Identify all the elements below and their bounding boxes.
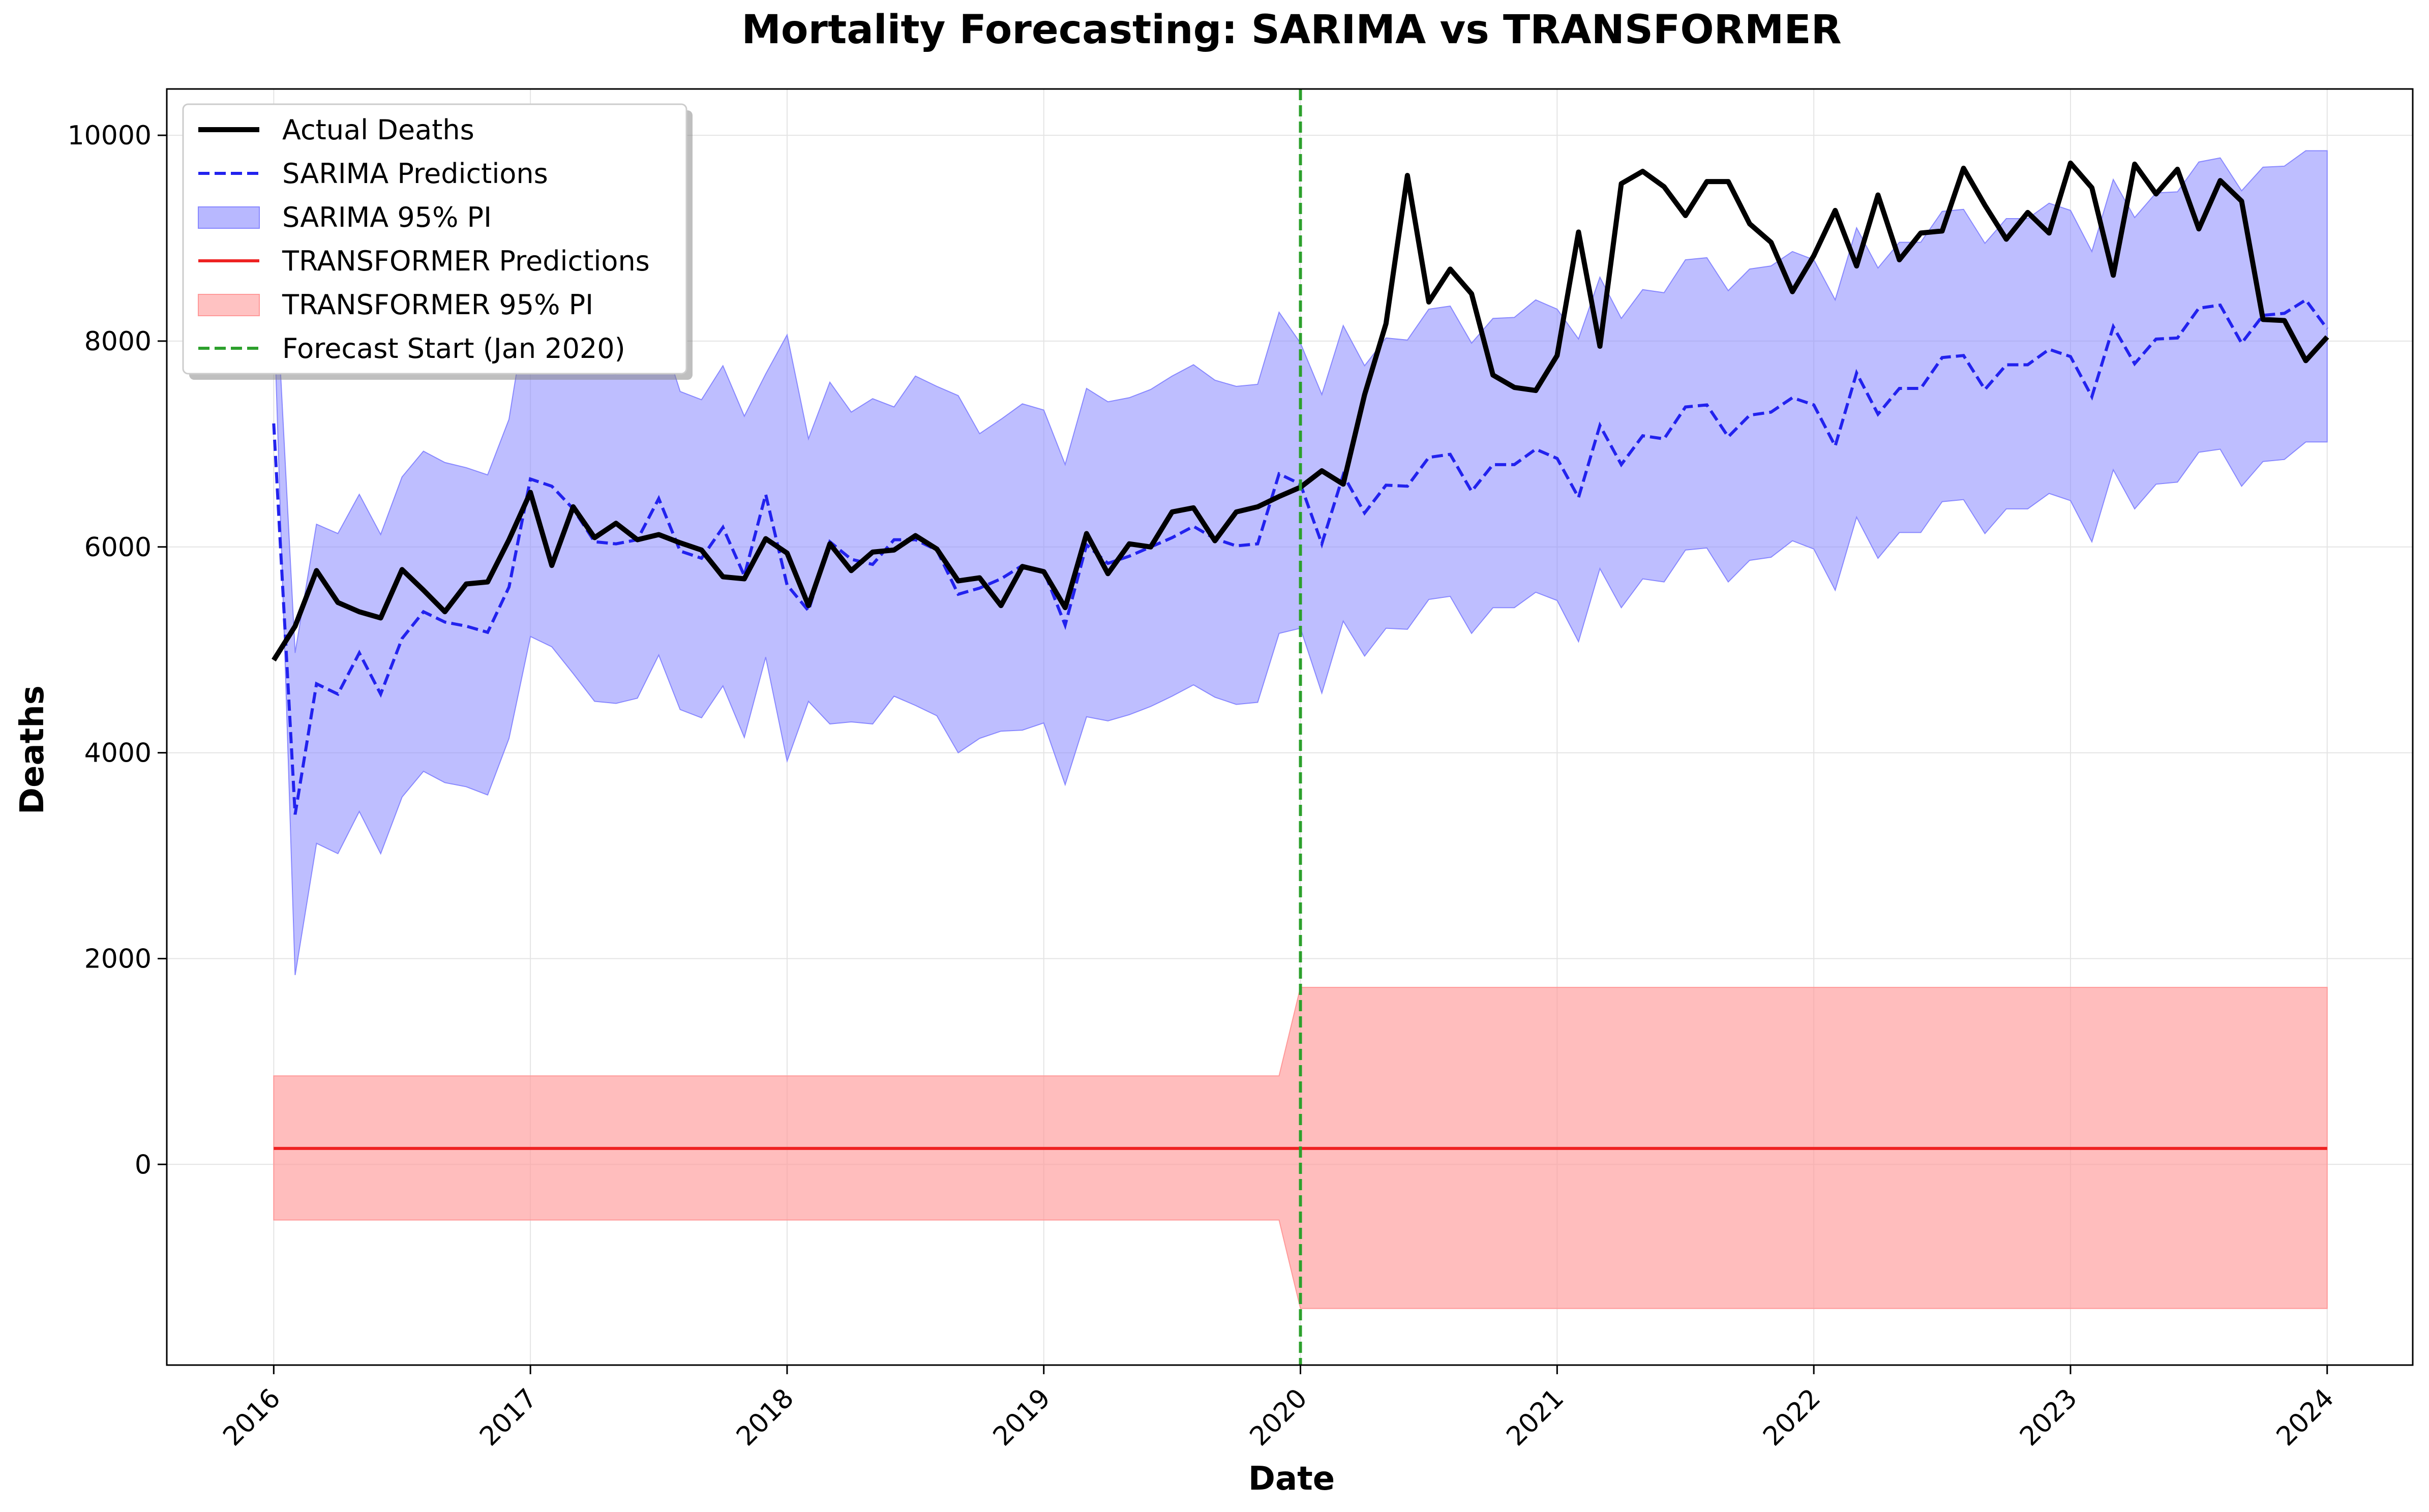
y-axis-label: Deaths — [14, 685, 51, 814]
chart-title: Mortality Forecasting: SARIMA vs TRANSFO… — [741, 7, 1841, 53]
legend-box — [182, 103, 687, 375]
y-tick-label: 6000 — [84, 532, 152, 563]
legend-label: SARIMA 95% PI — [282, 201, 492, 233]
series-lines — [272, 89, 2329, 1365]
legend-label: Actual Deaths — [282, 114, 474, 146]
legend-label: TRANSFORMER Predictions — [282, 245, 650, 277]
legend-label: Forecast Start (Jan 2020) — [282, 332, 625, 365]
y-tick-label: 0 — [135, 1150, 152, 1180]
legend-label: SARIMA Predictions — [282, 158, 548, 190]
y-tick-label: 10000 — [68, 120, 152, 151]
legend-label: TRANSFORMER 95% PI — [282, 289, 593, 321]
legend-swatch — [198, 206, 260, 229]
y-tick-label: 2000 — [84, 944, 152, 974]
legend: Actual Deaths SARIMA Predictions SARIMA 95… — [182, 103, 693, 380]
y-tick-label: 4000 — [84, 738, 152, 769]
legend-swatch — [198, 294, 260, 316]
y-tick-label: 8000 — [84, 326, 152, 357]
x-axis-label: Date — [1248, 1460, 1335, 1498]
plot-frame — [166, 88, 2414, 1366]
